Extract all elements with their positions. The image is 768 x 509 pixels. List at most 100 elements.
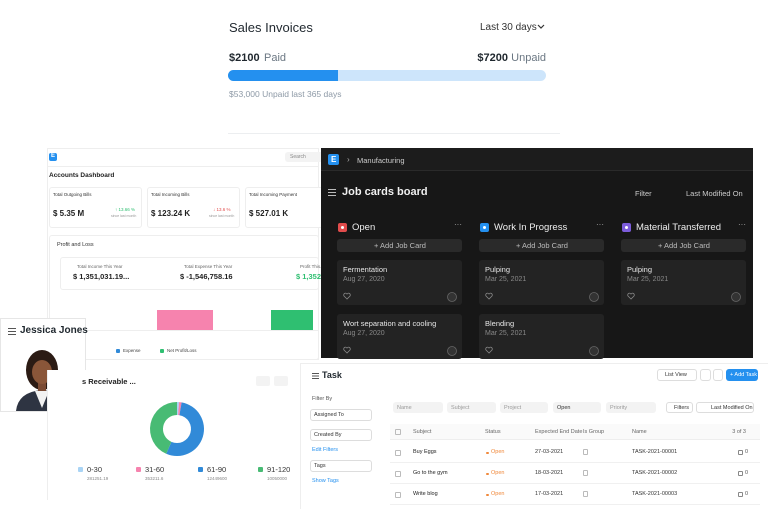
expense-bar (157, 310, 213, 330)
row-line (390, 462, 760, 463)
menu-icon (328, 189, 336, 196)
more-button[interactable] (713, 369, 723, 381)
checkbox (395, 429, 401, 435)
job-card[interactable] (479, 260, 604, 305)
add-button-label: + Add Job Card (374, 241, 426, 250)
neck (38, 380, 46, 391)
profit-bar (271, 310, 313, 330)
badge-dot (625, 226, 628, 229)
sidebar-select-label: Assigned To (314, 412, 344, 418)
filter-field[interactable] (500, 402, 548, 413)
paid-label: Paid (264, 52, 287, 64)
card-icons (343, 292, 457, 302)
heart-icon (485, 346, 493, 354)
menu-btn[interactable] (274, 376, 288, 386)
avatar-icon (447, 292, 457, 302)
sidebar-select[interactable] (310, 460, 372, 472)
section-title: Profit and Loss (57, 242, 94, 248)
legend-dot (78, 467, 83, 472)
total-label: Total Expense This Year (184, 264, 233, 269)
breadcrumb-sep: › (347, 155, 350, 164)
card-icons (485, 346, 599, 356)
add-task-label: + Add Task (730, 372, 757, 378)
column-header: Is Group (583, 429, 605, 435)
filter-field[interactable] (447, 402, 496, 413)
sidebar-select[interactable] (310, 429, 372, 441)
job-card[interactable] (337, 314, 462, 359)
task-name: TASK-2021-00001 (632, 449, 678, 455)
topbar-line (47, 166, 319, 167)
add-button[interactable] (621, 239, 746, 252)
donut-slice (178, 402, 182, 416)
card-title: Sales Invoices (229, 20, 313, 35)
total-value: $ -1,546,758.16 (180, 272, 233, 281)
heart-icon (343, 346, 351, 354)
legend-value: 353211.6 (145, 476, 164, 481)
column-menu: ··· (596, 220, 604, 229)
number-card (49, 187, 142, 228)
axis-line (60, 330, 319, 331)
card-label: Total Incoming Bills (151, 192, 190, 197)
avatar-icon (447, 346, 457, 356)
badge-dot (341, 226, 344, 229)
job-title: Pulping (627, 265, 653, 274)
receivable-card (47, 370, 300, 500)
sort-button[interactable] (696, 402, 754, 413)
add-task-button[interactable] (726, 369, 758, 381)
column-header: Subject (413, 429, 432, 435)
comment-icon (738, 492, 743, 497)
legend-value: 281251.19 (87, 476, 109, 481)
legend-label: 0-30 (87, 465, 103, 474)
card-icons (627, 292, 741, 302)
progress-fill (228, 70, 338, 81)
job-title: Fermentation (343, 265, 388, 274)
is-group-icon (583, 470, 588, 476)
card-label: Total Incoming Payment (249, 192, 298, 197)
job-card[interactable] (337, 260, 462, 305)
legend-label: Expense (123, 348, 141, 353)
donut-slice (177, 402, 180, 416)
pl-section (49, 235, 319, 360)
filter-field[interactable] (553, 402, 601, 413)
card-value: $ 123.24 K (151, 209, 191, 218)
job-date: Mar 25, 2021 (485, 276, 527, 283)
job-date: Mar 25, 2021 (485, 330, 527, 337)
donut-slice (166, 402, 204, 456)
column-name: Material Transferred (636, 222, 722, 233)
checkbox[interactable] (395, 492, 401, 498)
menu-icon (312, 373, 319, 379)
job-card[interactable] (479, 314, 604, 359)
filters-button[interactable] (666, 402, 693, 413)
column-menu: ··· (454, 220, 462, 229)
filter-field[interactable] (393, 402, 443, 413)
checkbox[interactable] (395, 450, 401, 456)
filter-icon-btn[interactable] (256, 376, 270, 386)
legend-label: 91-120 (267, 465, 291, 474)
board-logo-text: E (331, 155, 337, 164)
chevron (537, 24, 545, 29)
card-footer: $53,000 Unpaid last 365 days (229, 89, 342, 99)
task-date: 18-03-2021 (535, 470, 564, 476)
divider (228, 133, 560, 134)
comment-count: 0 (745, 449, 749, 455)
receivable-title: s Receivable ... (82, 377, 136, 386)
view-button[interactable] (657, 369, 697, 381)
filter-field[interactable] (606, 402, 656, 413)
column-menu: ··· (738, 220, 746, 229)
legend-dot (136, 467, 141, 472)
heart-icon (485, 292, 493, 300)
card-value: $ 5.35 M (53, 209, 85, 218)
add-button[interactable] (337, 239, 462, 252)
comment-count: 0 (745, 491, 749, 497)
legend-label: 31-60 (145, 465, 165, 474)
checkbox[interactable] (395, 471, 401, 477)
task-subject: Buy Eggs (413, 449, 437, 455)
sidebar-select-label: Tags (314, 463, 326, 469)
add-button[interactable] (479, 239, 604, 252)
refresh-button[interactable] (700, 369, 711, 381)
job-card[interactable] (621, 260, 746, 305)
sidebar-select[interactable] (310, 409, 372, 421)
filter-button: Filter (635, 189, 652, 198)
dashboard-title: Accounts Dashboard (49, 172, 115, 179)
